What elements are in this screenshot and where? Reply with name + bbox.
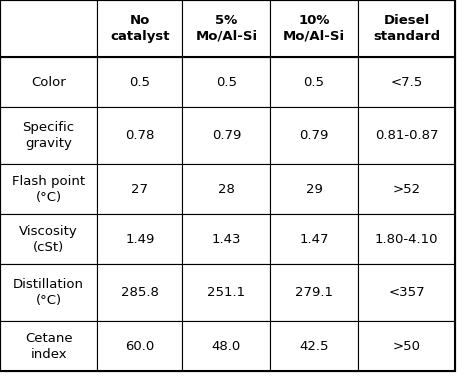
Bar [0,164,97,214]
Text: 48.0: 48.0 [212,340,241,353]
Bar [0,107,97,164]
Bar [182,164,270,214]
Bar [182,0,270,57]
Text: Flash point
(°C): Flash point (°C) [12,174,85,204]
Text: 0.79: 0.79 [212,129,241,142]
Bar [358,214,455,264]
Text: Diesel
standard: Diesel standard [373,14,440,43]
Text: <357: <357 [388,286,425,299]
Bar [358,0,455,57]
Text: 29: 29 [306,182,322,196]
Text: <7.5: <7.5 [390,75,423,89]
Text: Cetane
index: Cetane index [25,331,73,361]
Text: 285.8: 285.8 [121,286,159,299]
Text: Viscosity
(cSt): Viscosity (cSt) [19,224,78,254]
Text: 1.43: 1.43 [211,233,241,246]
Bar [270,164,358,214]
Bar [97,264,182,321]
Text: 279.1: 279.1 [295,286,333,299]
Bar [358,164,455,214]
Bar [270,0,358,57]
Text: 10%
Mo/Al-Si: 10% Mo/Al-Si [283,14,345,43]
Text: 1.47: 1.47 [299,233,329,246]
Bar [358,57,455,107]
Bar [97,57,182,107]
Text: 42.5: 42.5 [299,340,329,353]
Bar [182,214,270,264]
Text: 5%
Mo/Al-Si: 5% Mo/Al-Si [195,14,257,43]
Bar [0,0,97,57]
Bar [0,214,97,264]
Text: 1.49: 1.49 [125,233,155,246]
Bar [270,264,358,321]
Text: 0.5: 0.5 [129,75,150,89]
Text: Color: Color [31,75,66,89]
Bar [97,164,182,214]
Text: >52: >52 [392,182,420,196]
Bar [182,321,270,371]
Text: >50: >50 [392,340,420,353]
Bar [358,107,455,164]
Text: 251.1: 251.1 [207,286,246,299]
Bar [270,107,358,164]
Text: Specific
gravity: Specific gravity [23,121,74,150]
Text: 60.0: 60.0 [125,340,155,353]
Text: 1.80-4.10: 1.80-4.10 [375,233,438,246]
Text: 27: 27 [131,182,148,196]
Bar [270,57,358,107]
Text: No
catalyst: No catalyst [110,14,170,43]
Bar [97,214,182,264]
Bar [182,57,270,107]
Bar [182,264,270,321]
Text: 28: 28 [218,182,235,196]
Bar [97,321,182,371]
Bar [0,57,97,107]
Bar [97,107,182,164]
Bar [270,321,358,371]
Bar [182,107,270,164]
Text: 0.78: 0.78 [125,129,155,142]
Bar [270,214,358,264]
Text: 0.81-0.87: 0.81-0.87 [375,129,438,142]
Text: 0.5: 0.5 [303,75,325,89]
Bar [358,321,455,371]
Text: 0.5: 0.5 [216,75,237,89]
Bar [0,321,97,371]
Text: Distillation
(°C): Distillation (°C) [13,278,84,307]
Bar [358,264,455,321]
Text: 0.79: 0.79 [300,129,328,142]
Bar [0,264,97,321]
Bar [97,0,182,57]
